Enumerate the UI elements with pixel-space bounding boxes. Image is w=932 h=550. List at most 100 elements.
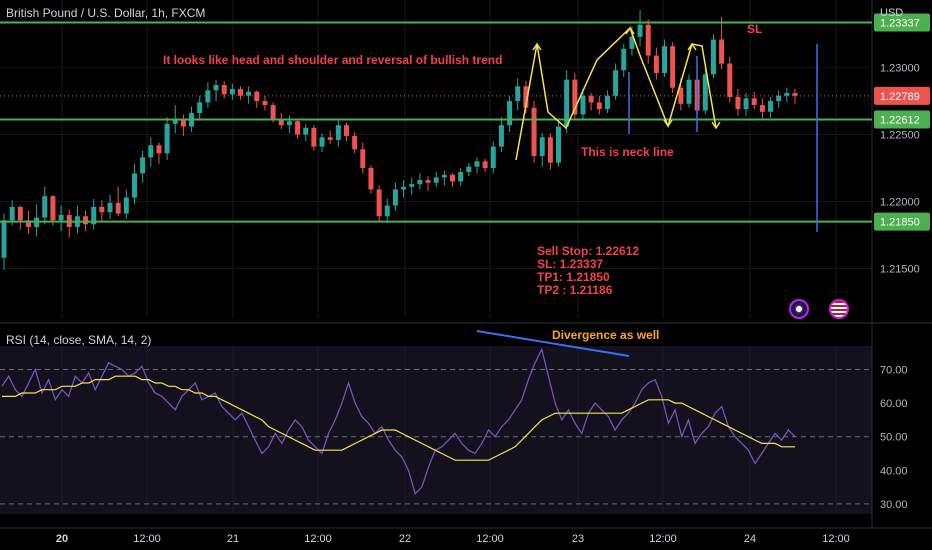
candle-body bbox=[490, 146, 496, 169]
candle-body bbox=[662, 46, 668, 73]
pattern-annotation[interactable]: It looks like head and shoulder and reve… bbox=[163, 53, 503, 67]
candle-body bbox=[507, 101, 513, 126]
neckline-annotation[interactable]: This is neck line bbox=[581, 145, 674, 159]
candle-body bbox=[417, 180, 423, 185]
axis-labels: 20 12:00 21 12:00 22 12:00 23 12:00 24 12:00 1.215… bbox=[56, 63, 920, 545]
rsi-y-tick-label: 40.00 bbox=[880, 465, 908, 477]
candle-body bbox=[613, 70, 619, 96]
candle-body bbox=[735, 97, 741, 110]
candle-body bbox=[384, 205, 390, 217]
candle-body bbox=[572, 79, 578, 115]
candle-body bbox=[229, 89, 235, 95]
rsi-sma-line bbox=[2, 375, 795, 461]
candle-body bbox=[604, 95, 610, 110]
candle-body bbox=[564, 79, 570, 127]
usd-flag-icon[interactable] bbox=[829, 299, 849, 319]
candle-body bbox=[107, 202, 113, 213]
candle-body bbox=[621, 48, 627, 71]
level-price-label: 1.23337 bbox=[880, 17, 920, 29]
currency-label: USD bbox=[880, 7, 904, 19]
candle-body bbox=[409, 184, 415, 187]
rsi-y-tick-label: 60.00 bbox=[880, 398, 908, 410]
candle-body bbox=[311, 127, 317, 147]
candle-body bbox=[547, 137, 553, 163]
horizontal-levels: 1.23337 1.22612 1.21850 1.22789 bbox=[0, 13, 930, 231]
candle-body bbox=[482, 161, 488, 169]
candle-body bbox=[42, 196, 48, 218]
candle-body bbox=[645, 24, 651, 56]
trade-plan-annotation[interactable]: Sell Stop: 1.22612 SL: 1.23337 TP1: 1.21… bbox=[537, 245, 639, 297]
candle-body bbox=[376, 189, 382, 217]
candle-body bbox=[515, 86, 521, 102]
rsi-line bbox=[1, 347, 796, 495]
trade-line-sl: SL: 1.23337 bbox=[537, 257, 604, 271]
candle-body bbox=[295, 121, 301, 135]
candle-body bbox=[303, 127, 309, 135]
candle-body bbox=[629, 36, 635, 49]
candle-body bbox=[9, 206, 15, 221]
drawing-overlays bbox=[515, 26, 818, 232]
candle-body bbox=[262, 101, 268, 106]
candle-body bbox=[25, 220, 31, 227]
candle-body bbox=[254, 91, 260, 102]
divergence-annotation[interactable]: Divergence as well bbox=[552, 328, 660, 342]
y-tick-label: 1.22500 bbox=[880, 130, 920, 142]
candle-body bbox=[539, 137, 545, 156]
hs-arrow-head bbox=[532, 42, 542, 51]
symbol-title: British Pound / U.S. Dollar, 1h, FXCM bbox=[6, 6, 206, 20]
candle-body bbox=[156, 145, 162, 154]
candle-body bbox=[352, 135, 358, 150]
candle-body bbox=[148, 145, 154, 158]
candle-body bbox=[180, 118, 186, 127]
trade-line-sell-stop: Sell Stop: 1.22612 bbox=[537, 244, 640, 258]
candle-body bbox=[278, 118, 284, 126]
candle-body bbox=[556, 126, 562, 163]
gbp-flag-icon[interactable] bbox=[789, 299, 809, 319]
candle-body bbox=[140, 157, 146, 174]
current-price-label: 1.22789 bbox=[880, 91, 920, 103]
hs-arrow-head bbox=[663, 119, 673, 128]
hs-arrow-head bbox=[711, 121, 721, 130]
candle-body bbox=[343, 125, 349, 136]
candle-body bbox=[531, 107, 537, 156]
candle-body bbox=[474, 161, 480, 167]
candle-body bbox=[433, 177, 439, 183]
x-tick-label: 12:00 bbox=[304, 533, 332, 545]
level-price-label: 1.21850 bbox=[880, 217, 920, 229]
y-tick-label: 1.22000 bbox=[880, 197, 920, 209]
candle-body bbox=[205, 90, 211, 103]
gridlines bbox=[0, 0, 872, 514]
candle-body bbox=[246, 91, 252, 96]
candle-body bbox=[335, 125, 341, 140]
candle-body bbox=[727, 63, 733, 98]
x-tick-label: 20 bbox=[56, 533, 68, 545]
candle-body bbox=[221, 85, 227, 95]
trade-line-tp1: TP1: 1.21850 bbox=[537, 270, 610, 284]
sl-annotation[interactable]: SL bbox=[747, 22, 763, 36]
current-price-tag bbox=[874, 86, 930, 105]
trade-line-tp2: TP2 : 1.21186 bbox=[537, 283, 613, 297]
x-tick-label: 12:00 bbox=[822, 533, 850, 545]
rsi-pane-bg bbox=[0, 346, 872, 514]
candle-body bbox=[466, 166, 472, 173]
candle-body bbox=[392, 189, 398, 206]
x-tick-label: 12:00 bbox=[649, 533, 677, 545]
candle-body bbox=[237, 89, 243, 96]
candle-body bbox=[759, 105, 765, 112]
level-price-label: 1.22612 bbox=[880, 115, 920, 127]
candle-body bbox=[286, 121, 292, 126]
x-tick-label: 12:00 bbox=[133, 533, 161, 545]
y-tick-label: 1.21500 bbox=[880, 263, 920, 275]
candle-body bbox=[91, 206, 97, 225]
hs-arrow-head bbox=[625, 26, 635, 35]
candle-body bbox=[401, 186, 407, 190]
candle-body bbox=[58, 214, 64, 221]
rsi-indicator-title[interactable]: RSI (14, close, SMA, 14, 2) bbox=[6, 333, 152, 347]
candle-body bbox=[751, 98, 757, 106]
candle-body bbox=[588, 95, 594, 103]
x-tick-label: 21 bbox=[227, 533, 239, 545]
candle-body bbox=[792, 93, 798, 96]
candle-body bbox=[719, 39, 725, 64]
